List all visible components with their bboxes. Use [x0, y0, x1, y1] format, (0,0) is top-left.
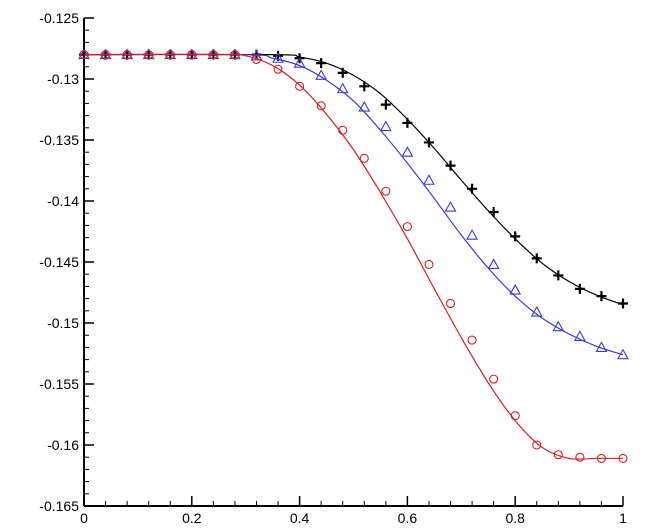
x-tick-label: 0 [80, 510, 88, 526]
circle-marker [230, 50, 240, 60]
y-tick-label: -0.14 [47, 193, 79, 209]
triangle-marker [358, 100, 371, 112]
circle-marker [402, 222, 412, 232]
plus-marker [531, 253, 542, 264]
x-tick-label: 0.6 [398, 510, 418, 526]
circle-marker [424, 259, 434, 269]
circle-marker [316, 101, 326, 111]
circle-marker [144, 50, 154, 60]
triangle-marker [336, 82, 349, 94]
plus-marker [445, 160, 456, 171]
circle-marker [273, 64, 283, 74]
circle-marker [532, 440, 542, 450]
circle-marker [445, 298, 456, 309]
circle-marker [489, 374, 499, 384]
series-line [83, 53, 624, 356]
circle-marker [381, 186, 391, 196]
plus-marker [618, 298, 628, 309]
y-tick-label: -0.135 [39, 132, 79, 148]
y-tick-label: -0.155 [39, 376, 79, 392]
plus-marker [596, 291, 607, 302]
plus-marker [510, 231, 521, 242]
y-tick-label: -0.15 [47, 315, 79, 331]
triangle-marker [573, 330, 586, 341]
circle-marker [208, 50, 218, 60]
plus-marker [359, 81, 370, 92]
x-tick-label: 1 [619, 510, 627, 526]
circle-marker [510, 411, 520, 421]
plus-marker [467, 183, 478, 194]
triangle-marker [466, 229, 479, 240]
triangle-marker [423, 174, 435, 185]
series-triangle [78, 48, 629, 360]
circle-marker [575, 452, 585, 462]
circle-marker [251, 54, 262, 65]
series-plus [79, 49, 628, 309]
circle-marker [122, 50, 132, 60]
x-tick-label: 0.4 [290, 510, 310, 526]
plus-marker [423, 137, 434, 148]
triangle-marker [617, 348, 629, 360]
triangle-marker [444, 200, 457, 212]
triangle-marker [379, 120, 392, 132]
series-layer [78, 48, 629, 463]
circle-marker [101, 50, 111, 60]
plus-marker [380, 99, 391, 110]
tick-marks [83, 17, 624, 507]
x-tick-label: 0.2 [182, 510, 202, 526]
triangle-marker [487, 258, 500, 269]
series-line [83, 53, 623, 460]
plus-marker [553, 270, 564, 281]
circle-marker [467, 335, 477, 345]
circle-marker [596, 453, 606, 463]
circle-marker [338, 125, 348, 135]
plus-marker [337, 67, 348, 78]
triangle-marker [315, 69, 328, 80]
y-tick-label: -0.165 [39, 498, 79, 514]
plus-marker [402, 117, 413, 128]
plus-marker [574, 283, 585, 294]
triangle-marker [250, 49, 263, 61]
triangle-marker [552, 320, 565, 332]
circle-marker [618, 453, 628, 463]
circle-marker [79, 50, 89, 60]
plus-marker [316, 58, 327, 69]
y-tick-label: -0.125 [39, 10, 79, 26]
circle-marker [553, 450, 563, 460]
triangle-marker [530, 305, 543, 317]
series-line [83, 53, 624, 306]
circle-marker [295, 81, 305, 91]
tick-labels: 0 0.2 0.4 0.6 0.8 1 -0.165 -0.16 -0.155 -0.15 -0.1… [39, 10, 627, 526]
triangle-marker [595, 341, 608, 352]
triangle-marker [272, 52, 284, 63]
triangle-marker [401, 146, 414, 157]
circle-marker [165, 50, 175, 60]
x-tick-label: 0.8 [505, 510, 525, 526]
y-tick-label: -0.145 [39, 254, 79, 270]
plus-marker [488, 206, 499, 217]
y-tick-label: -0.13 [47, 71, 79, 87]
triangle-marker [509, 283, 522, 295]
circle-marker [187, 50, 197, 60]
axes [83, 18, 623, 507]
triangle-marker [293, 57, 306, 68]
series-circle [79, 50, 628, 463]
y-tick-label: -0.16 [47, 437, 79, 453]
circle-marker [359, 153, 369, 163]
